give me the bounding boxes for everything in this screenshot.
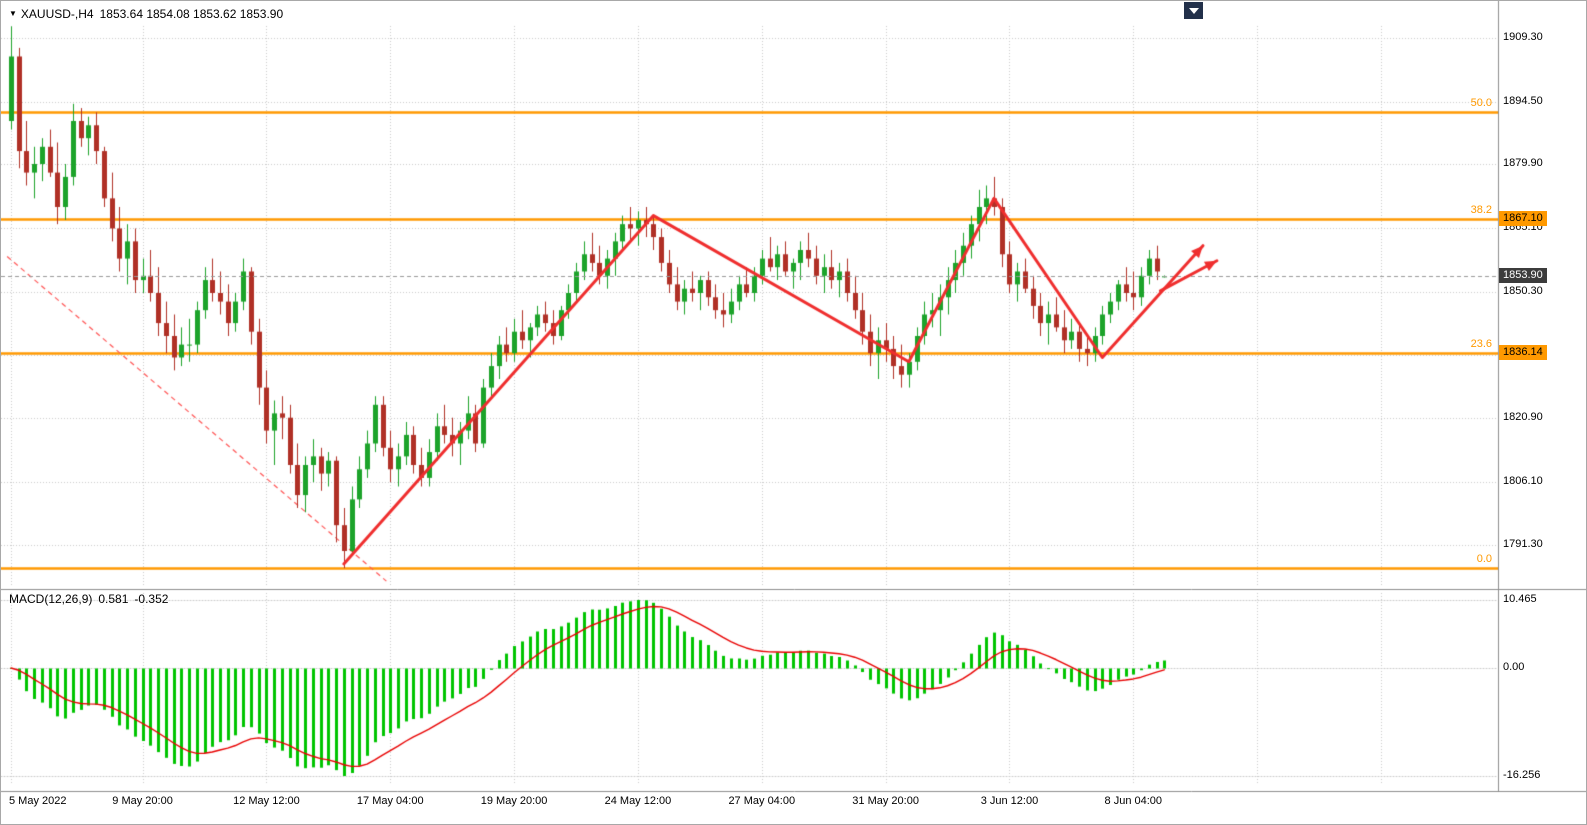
time-axis-label: 24 May 12:00	[604, 795, 672, 807]
macd-indicator-label: MACD(12,26,9) 0.581 -0.352	[9, 592, 174, 606]
price-axis-label: 1820.90	[1503, 411, 1543, 424]
chart-shift-marker[interactable]	[1184, 2, 1203, 19]
time-axis-label: 9 May 20:00	[112, 795, 173, 807]
fib-price-badge-382: 1867.10	[1499, 211, 1547, 227]
time-axis-label: 12 May 12:00	[233, 795, 300, 807]
macd-title: MACD(12,26,9)	[9, 592, 93, 606]
macd-axis-label-max: 10.465	[1503, 593, 1537, 605]
price-axis-label: 1909.30	[1503, 31, 1543, 43]
fib-level-label: 50.0	[1470, 96, 1492, 109]
time-axis-label: 31 May 20:00	[852, 795, 919, 807]
symbol-marker-icon: ▼	[9, 9, 17, 18]
fib-level-label: 38.2	[1470, 204, 1492, 217]
price-axis-label: 1806.10	[1503, 474, 1543, 487]
ohlc-readout: 1853.64 1854.08 1853.62 1853.90	[99, 7, 284, 21]
chevron-down-icon	[1188, 8, 1199, 14]
time-axis-label: 5 May 2022	[9, 795, 67, 807]
time-axis-label: 17 May 04:00	[356, 795, 424, 807]
time-axis-label: 27 May 04:00	[728, 795, 796, 807]
time-axis-label: 19 May 20:00	[480, 795, 548, 807]
price-axis-label: 1850.30	[1503, 284, 1543, 297]
price-axis-label: 1894.50	[1503, 94, 1543, 107]
symbol-info: ▼ XAUUSD-,H4 1853.64 1854.08 1853.62 1853.…	[9, 7, 283, 21]
macd-signal-value: -0.352	[134, 592, 169, 606]
symbol-period-label: XAUUSD-,H4	[20, 7, 94, 21]
macd-axis-label-min: -16.256	[1503, 769, 1541, 781]
price-axis-label: 1791.30	[1503, 538, 1543, 551]
fib-price-badge-236: 1836.14	[1499, 344, 1547, 360]
time-axis-label: 8 Jun 04:00	[1104, 795, 1163, 807]
time-axis-label: 3 Jun 12:00	[980, 795, 1039, 807]
macd-axis-label-zero: 0.00	[1503, 660, 1525, 673]
fib-level-label: 0.0	[1476, 552, 1492, 565]
price-axis-label: 1879.90	[1503, 157, 1543, 170]
macd-main-value: 0.581	[98, 592, 129, 606]
fib-level-label: 23.6	[1470, 337, 1492, 350]
current-price-badge: 1853.90	[1499, 268, 1547, 284]
